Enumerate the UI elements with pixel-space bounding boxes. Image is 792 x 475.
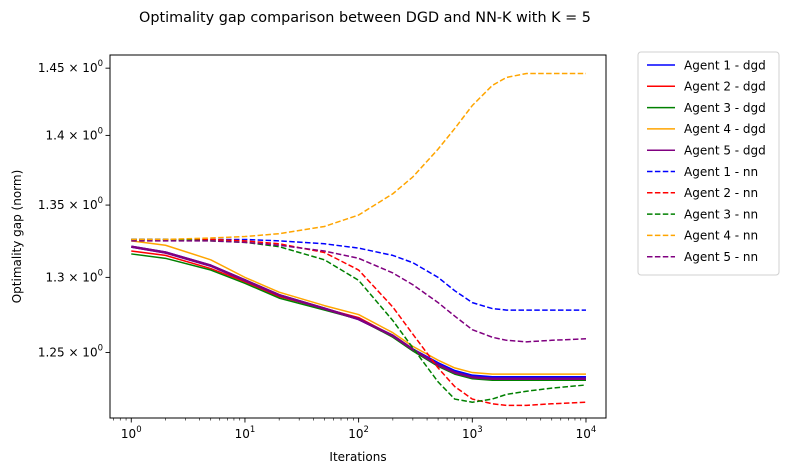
legend-label: Agent 2 - nn: [684, 186, 758, 200]
x-axis-label: Iterations: [329, 450, 386, 464]
chart-title: Optimality gap comparison between DGD an…: [139, 10, 591, 26]
series-line-1: [131, 245, 586, 379]
series-line-6: [131, 238, 586, 311]
legend-label: Agent 3 - nn: [684, 207, 758, 221]
x-tick-label: 101: [235, 425, 256, 441]
series-line-4: [131, 240, 586, 375]
legend-label: Agent 3 - dgd: [684, 101, 766, 115]
series-line-9: [131, 72, 586, 241]
legend-label: Agent 2 - dgd: [684, 80, 766, 94]
x-tick-label: 104: [576, 425, 597, 441]
y-tick-label: 1.45 × 100: [38, 59, 103, 75]
plot-area: [131, 72, 587, 407]
y-tick-label: 1.4 × 100: [46, 126, 103, 142]
legend-label: Agent 5 - nn: [684, 250, 758, 264]
series-line-3: [131, 253, 586, 382]
y-axis-label: Optimality gap (norm): [10, 170, 24, 304]
legend-label: Agent 4 - nn: [684, 229, 758, 243]
x-axis: 100 101 102 103 104: [113, 418, 597, 441]
y-tick-label: 1.35 × 100: [38, 196, 103, 212]
legend-label: Agent 1 - nn: [684, 165, 758, 179]
y-tick-label: 1.25 × 100: [38, 344, 103, 360]
legend-label: Agent 5 - dgd: [684, 144, 766, 158]
series-line-5: [131, 245, 586, 381]
axes-frame: [109, 54, 607, 419]
x-tick-label: 103: [462, 425, 483, 441]
y-tick-label: 1.3 × 100: [46, 268, 103, 284]
y-axis: 1.25 × 100 1.3 × 100 1.35 × 100 1.4 × 100 1.…: [38, 59, 110, 360]
x-tick-label: 100: [121, 425, 142, 441]
x-tick-label: 102: [348, 425, 369, 441]
legend: Agent 1 - dgd Agent 2 - dgd Agent 3 - dgd A…: [637, 51, 780, 276]
series-line-10: [131, 240, 587, 343]
series-line-7: [131, 238, 587, 407]
legend-label: Agent 4 - dgd: [684, 122, 766, 136]
legend-label: Agent 1 - dgd: [684, 58, 766, 72]
